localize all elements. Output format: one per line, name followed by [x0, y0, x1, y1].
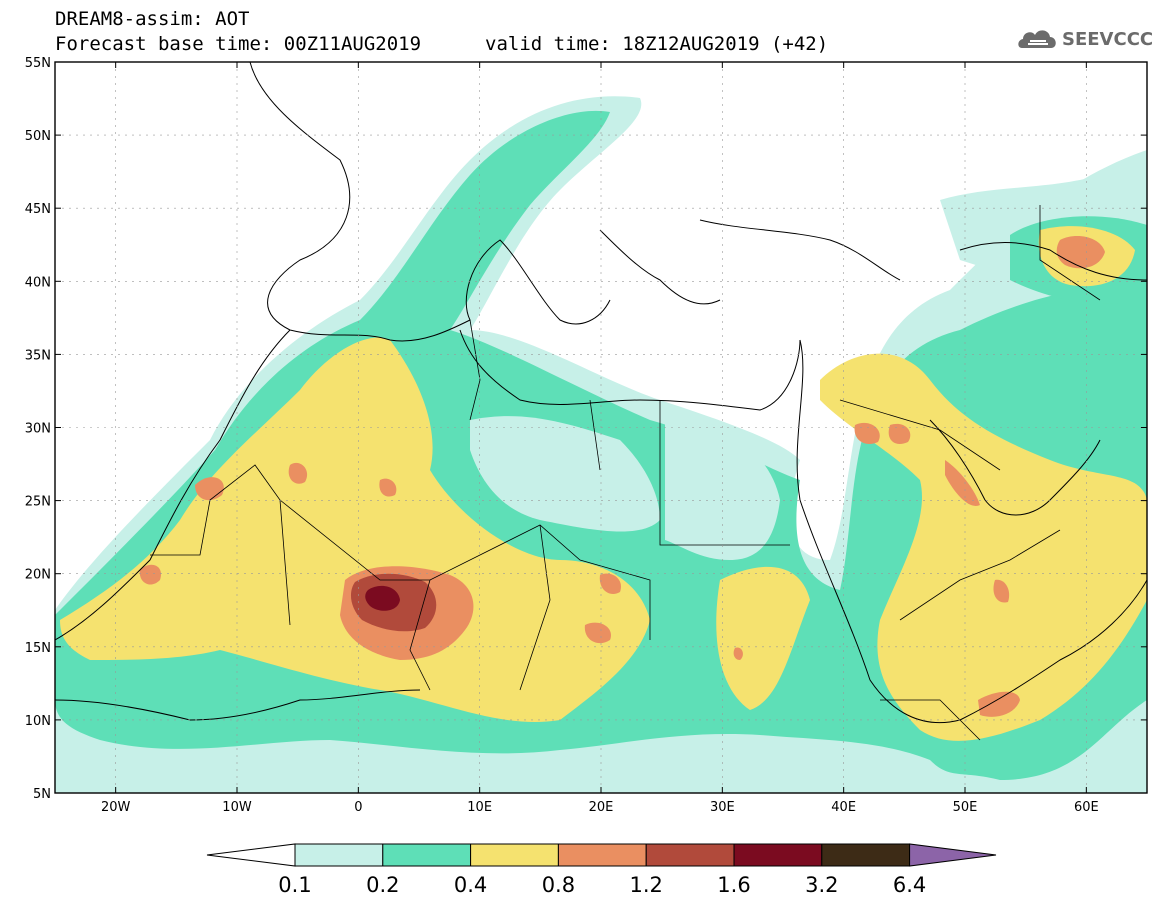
colorbar-under-triangle: [206, 843, 296, 867]
valid-time: valid time: 18Z12AUG2019 (+42): [485, 33, 829, 55]
lat-label: 30N: [25, 422, 51, 437]
colorbar: 0.1 0.2 0.4 0.8 1.2 1.6 3.2 6.4: [206, 843, 997, 897]
lat-label: 5N: [33, 787, 51, 802]
lon-label: 20E: [589, 800, 614, 815]
lat-label: 15N: [25, 641, 51, 656]
lon-label: 0: [354, 800, 362, 815]
lat-label: 20N: [25, 568, 51, 583]
lon-label: 50E: [953, 800, 978, 815]
lat-label: 35N: [25, 348, 51, 363]
colorbar-segment: [382, 843, 472, 867]
colorbar-label: 0.1: [278, 873, 311, 897]
lat-label: 55N: [25, 56, 51, 71]
colorbar-segment: [470, 843, 559, 867]
longitude-labels: 20W 10W 0 10E 20E 30E 40E 50E 60E: [101, 62, 1099, 815]
map-title: DREAM8-assim: AOT: [55, 8, 250, 30]
colorbar-segment: [645, 843, 735, 867]
colorbar-label: 6.4: [893, 873, 926, 897]
colorbar-label: 3.2: [805, 873, 838, 897]
lat-label: 40N: [25, 275, 51, 290]
coastlines: [55, 62, 1147, 724]
cloud-logo-icon: [1018, 30, 1056, 48]
colorbar-label: 0.2: [366, 873, 399, 897]
map-grid: [55, 62, 1147, 793]
lat-label: 25N: [25, 495, 51, 510]
lon-label: 10E: [467, 800, 492, 815]
logo-text: SEEVCCC: [1062, 29, 1154, 50]
lon-label: 10W: [222, 800, 252, 815]
lon-label: 60E: [1074, 800, 1099, 815]
colorbar-label: 0.8: [542, 873, 575, 897]
latitude-labels: 55N 50N 45N 40N 35N 30N 25N 20N 15N 10N 5N: [25, 56, 1147, 802]
country-borders: [150, 205, 1101, 741]
forecast-base-time: Forecast base time: 00Z11AUG2019: [55, 33, 422, 55]
colorbar-segment: [821, 843, 911, 867]
lat-label: 50N: [25, 129, 51, 144]
colorbar-label: 1.2: [629, 873, 662, 897]
lat-label: 45N: [25, 202, 51, 217]
lon-label: 30E: [710, 800, 735, 815]
aot-level-1-6: [365, 585, 400, 611]
lon-label: 40E: [831, 800, 856, 815]
colorbar-over-triangle: [909, 843, 997, 867]
seevccc-logo: SEEVCCC: [1016, 24, 1156, 58]
aot-field: [55, 96, 1147, 793]
colorbar-label: 0.4: [454, 873, 487, 897]
lon-label: 20W: [101, 800, 131, 815]
colorbar-segment: [557, 843, 647, 867]
colorbar-segment: [733, 843, 823, 867]
colorbar-label: 1.6: [717, 873, 750, 897]
colorbar-segment: [294, 843, 384, 867]
lat-label: 10N: [25, 714, 51, 729]
